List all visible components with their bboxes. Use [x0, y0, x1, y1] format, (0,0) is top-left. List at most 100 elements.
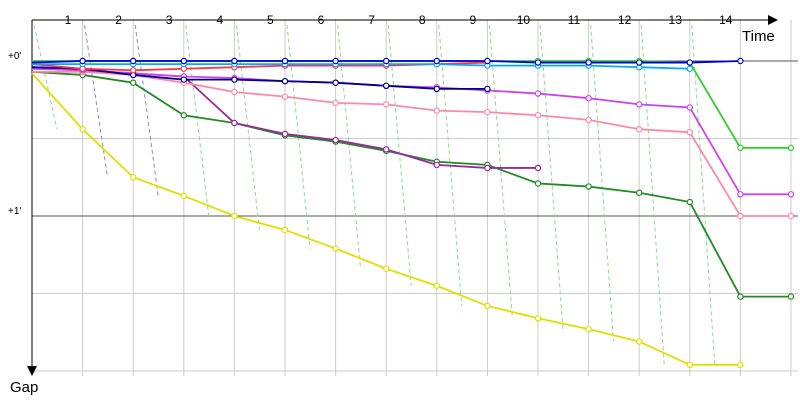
data-point: [585, 94, 592, 102]
data-point: [332, 79, 339, 86]
data-point: [534, 90, 542, 97]
data-point: [281, 130, 289, 138]
data-point: [281, 57, 289, 65]
x-tick-label: 5: [267, 13, 274, 27]
data-point: [636, 189, 643, 196]
grid: [32, 20, 798, 376]
data-point: [231, 119, 238, 127]
data-point: [484, 57, 491, 65]
data-point: [737, 293, 744, 300]
data-point: [383, 82, 390, 90]
data-point: [686, 104, 694, 111]
x-tick-label: 2: [115, 13, 122, 27]
data-point: [636, 101, 643, 108]
data-point: [231, 88, 238, 96]
data-point: [484, 108, 491, 116]
data-point: [180, 112, 187, 119]
y-axis-arrow: [27, 366, 37, 376]
data-point: [737, 57, 744, 65]
data-point: [433, 161, 440, 169]
data-point: [534, 180, 542, 187]
data-point: [383, 57, 390, 65]
pit-marker-line: [590, 24, 615, 342]
data-point: [787, 212, 795, 220]
x-tick-label: 9: [469, 13, 476, 27]
x-tick-label: 13: [669, 13, 683, 27]
data-point: [433, 107, 440, 114]
data-point: [383, 101, 390, 108]
data-point: [585, 116, 592, 124]
pit-marker-line: [387, 24, 412, 286]
data-point: [281, 77, 289, 85]
data-point: [332, 99, 339, 107]
data-point: [332, 245, 339, 252]
data-point: [332, 136, 339, 144]
x-tick-label: 8: [419, 13, 426, 27]
x-tick-label: 3: [166, 13, 173, 27]
x-tick-label: 4: [216, 13, 223, 27]
data-point: [686, 129, 694, 136]
pit-marker-line: [691, 24, 716, 365]
data-point: [585, 59, 592, 66]
data-point: [737, 144, 744, 151]
data-point: [737, 361, 744, 368]
data-point: [231, 57, 238, 65]
data-point: [636, 59, 643, 66]
pit-marker-line: [84, 24, 109, 178]
data-point: [383, 265, 390, 272]
x-tick-label: 7: [368, 13, 375, 27]
data-point: [433, 282, 440, 289]
data-point: [585, 183, 592, 190]
data-point: [231, 212, 238, 220]
series-line: [31, 70, 791, 298]
data-point: [636, 338, 643, 345]
pit-marker-line: [539, 24, 564, 330]
data-point: [636, 125, 643, 133]
x-tick-label: 10: [517, 13, 531, 27]
tick-labels: 1 2 3 4 5 6 7 8 9 10 11 12 13 14+0'+1': [8, 13, 733, 217]
data-point: [129, 79, 137, 86]
x-tick-label: 11: [568, 13, 581, 27]
pit-marker-line: [185, 24, 210, 217]
x-tick-label: 14: [719, 13, 733, 27]
data-point: [534, 59, 542, 66]
pit-marker-line: [33, 24, 58, 130]
data-point: [79, 125, 86, 133]
data-point: [534, 112, 542, 119]
y-tick-label: +0': [8, 51, 21, 62]
pit-marker-line: [134, 24, 159, 196]
data-point: [180, 76, 187, 83]
data-point: [281, 226, 289, 234]
data-point: [129, 57, 137, 65]
x-axis-title: Time: [742, 28, 775, 45]
data-point: [332, 57, 339, 65]
data-point: [686, 198, 694, 206]
y-axis-title: Gap: [10, 379, 38, 396]
data-point: [231, 76, 238, 83]
data-point: [686, 65, 694, 72]
series-line: [32, 70, 791, 217]
data-point: [787, 293, 795, 300]
data-point: [129, 67, 137, 74]
pit-marker-line: [488, 24, 513, 319]
x-tick-label: 1: [65, 13, 72, 27]
y-tick-label: +1': [8, 206, 21, 217]
data-point: [484, 164, 491, 172]
data-point: [737, 191, 744, 198]
data-point: [534, 164, 542, 172]
data-point: [787, 144, 795, 151]
data-point: [484, 85, 491, 93]
data-point: [686, 59, 694, 66]
series-line: [32, 63, 690, 70]
data-point: [383, 146, 390, 153]
data-point: [737, 212, 744, 220]
data-point: [585, 325, 592, 333]
pit-marker-line: [235, 24, 260, 231]
data-point: [534, 315, 542, 322]
series: [31, 57, 795, 368]
data-point: [180, 57, 187, 65]
data-point: [433, 57, 440, 65]
data-point: [433, 85, 440, 93]
x-tick-label: 6: [318, 13, 325, 27]
